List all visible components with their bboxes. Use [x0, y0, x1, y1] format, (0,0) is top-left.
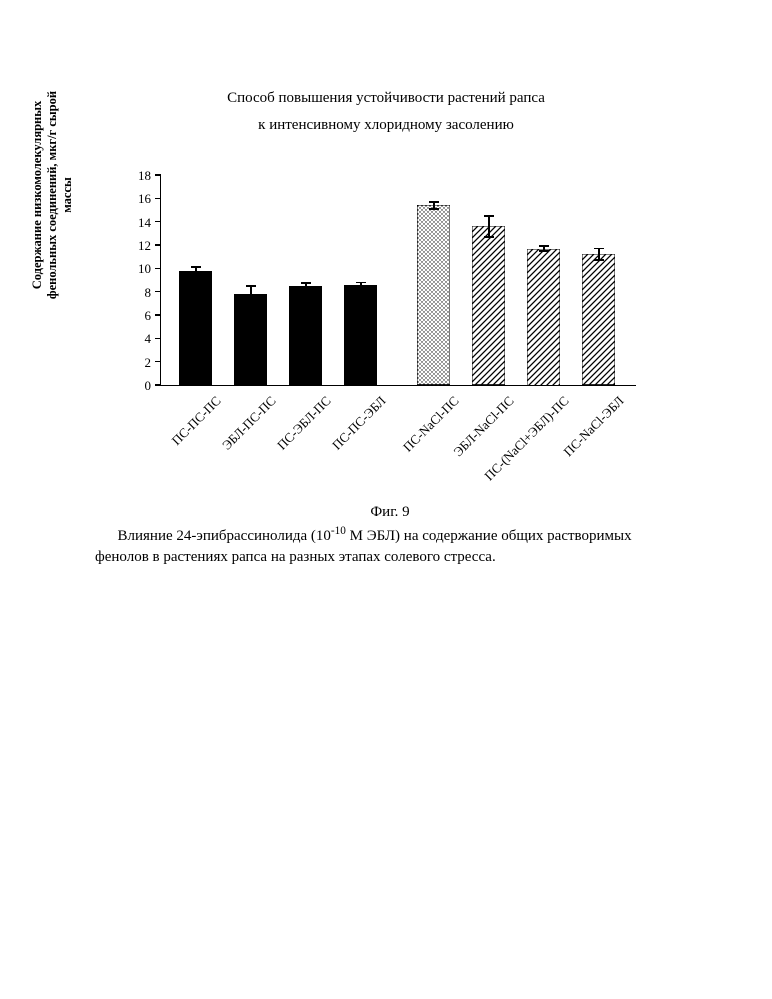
figure-number: Фиг. 9 [95, 502, 685, 522]
y-tick [155, 268, 161, 270]
y-axis-label: Содержание низкомолекулярных фенольных с… [30, 85, 110, 305]
bar [527, 249, 560, 386]
y-tick [155, 361, 161, 363]
bar-chart: Содержание низкомолекулярных фенольных с… [115, 175, 635, 475]
y-tick-label: 18 [121, 168, 151, 184]
bar-group [289, 175, 322, 385]
y-tick [155, 198, 161, 200]
bar-group [527, 175, 560, 385]
bar [344, 285, 377, 385]
plot-area: 024681012141618 [160, 175, 636, 386]
y-tick-label: 2 [121, 355, 151, 371]
y-tick-label: 10 [121, 261, 151, 277]
bar [472, 226, 505, 385]
bar-group [417, 175, 450, 385]
y-tick-label: 16 [121, 191, 151, 207]
y-tick [155, 384, 161, 386]
y-tick-label: 0 [121, 378, 151, 394]
y-tick [155, 314, 161, 316]
y-tick-label: 6 [121, 308, 151, 324]
caption-text: Влияние 24-эпибрассинолида (10-10 М ЭБЛ)… [95, 524, 685, 567]
x-tick-label: ПС-ПС-ПС [128, 393, 224, 489]
bar [582, 254, 615, 385]
y-tick [155, 291, 161, 293]
bar-group [472, 175, 505, 385]
y-tick [155, 244, 161, 246]
y-tick [155, 221, 161, 223]
y-tick-label: 12 [121, 238, 151, 254]
bar [417, 205, 450, 385]
bar-group [234, 175, 267, 385]
page-title: Способ повышения устойчивости растений р… [0, 85, 772, 139]
bar [234, 294, 267, 385]
title-line-2: к интенсивному хлоридному засолению [258, 117, 514, 133]
bar-group [582, 175, 615, 385]
bar-group [344, 175, 377, 385]
bar [289, 286, 322, 385]
bar [179, 271, 212, 385]
y-tick [155, 338, 161, 340]
bars-container [161, 175, 636, 385]
title-line-1: Способ повышения устойчивости растений р… [227, 90, 545, 106]
y-tick-label: 4 [121, 331, 151, 347]
bar-group [179, 175, 212, 385]
y-tick-label: 14 [121, 215, 151, 231]
figure-caption: Фиг. 9 Влияние 24-эпибрассинолида (10-10… [95, 502, 685, 567]
y-tick-label: 8 [121, 285, 151, 301]
y-tick [155, 174, 161, 176]
